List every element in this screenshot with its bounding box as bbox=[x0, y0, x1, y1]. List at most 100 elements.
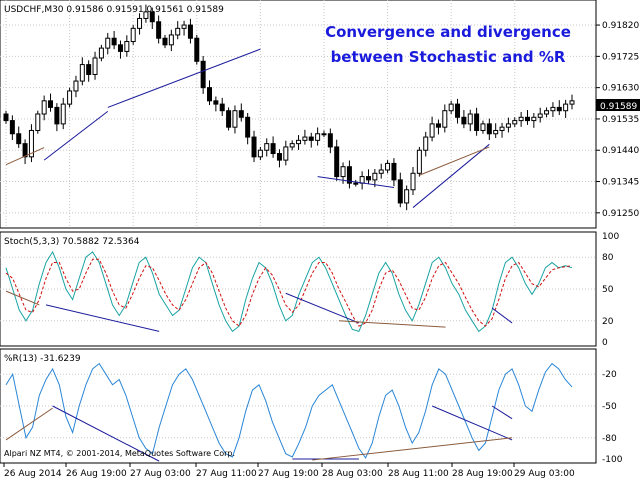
copyright-label: Alpari NZ MT4, © 2001-2014, MetaQuotes S… bbox=[4, 449, 235, 458]
wpr-axis-label: -20 bbox=[602, 370, 617, 380]
candle-body bbox=[435, 123, 441, 128]
candle-body bbox=[524, 116, 530, 122]
price-tick-label: 0.91440 bbox=[602, 146, 639, 156]
wpr-trendline-brown bbox=[312, 437, 513, 461]
price-tick-label: 0.91725 bbox=[602, 52, 639, 62]
price-tick-label: 0.91820 bbox=[602, 21, 639, 31]
candle-body bbox=[461, 116, 467, 125]
price-trendlines[interactable] bbox=[5, 48, 490, 208]
stochastic-trendlines[interactable] bbox=[5, 290, 513, 332]
stoch-trendline-blue bbox=[285, 292, 360, 324]
candle-body bbox=[194, 37, 200, 62]
candle-body bbox=[474, 113, 480, 131]
candle-body bbox=[3, 113, 9, 122]
candle-body bbox=[537, 113, 543, 118]
symbol-info-label: USDCHF,M30 0.91586 0.91591 0.91561 0.915… bbox=[4, 5, 224, 15]
candle-body bbox=[60, 103, 66, 125]
candle-body bbox=[73, 80, 79, 92]
candle-body bbox=[467, 113, 473, 125]
candle-body bbox=[251, 136, 257, 158]
price-trendline-blue bbox=[43, 110, 109, 161]
williams-r-line bbox=[5, 362, 573, 459]
candle-body bbox=[556, 106, 562, 112]
candle-body bbox=[365, 176, 371, 181]
price-trendline-blue bbox=[317, 176, 395, 188]
candle-body bbox=[340, 166, 346, 178]
stoch-signal-line bbox=[5, 258, 573, 327]
candle-body bbox=[162, 37, 168, 46]
candle-body bbox=[124, 41, 130, 52]
time-tick-label: 27 Aug 11:00 bbox=[196, 469, 257, 479]
candle-body bbox=[264, 143, 270, 151]
candle-body bbox=[175, 27, 181, 36]
candle-body bbox=[137, 17, 143, 29]
price-tick-label: 0.91535 bbox=[602, 115, 639, 125]
candle-body bbox=[35, 113, 41, 131]
candle-body bbox=[143, 11, 149, 19]
candle-body bbox=[207, 87, 213, 102]
candle-body bbox=[480, 123, 486, 131]
main-price-panel[interactable]: USDCHF,M30 0.91586 0.91591 0.91561 0.915… bbox=[0, 0, 597, 229]
candle-body bbox=[372, 172, 378, 181]
current-price-marker: 0.91589 bbox=[596, 99, 640, 112]
candle-body bbox=[423, 136, 429, 151]
candle-body bbox=[117, 44, 123, 52]
price-tick-label: 0.91250 bbox=[602, 209, 639, 219]
candle-body bbox=[48, 100, 54, 108]
candle-body bbox=[308, 136, 314, 141]
candle-body bbox=[79, 64, 85, 82]
williams-r-trendlines[interactable] bbox=[5, 405, 513, 462]
time-tick-label: 28 Aug 19:00 bbox=[452, 469, 513, 479]
wpr-trendline-blue bbox=[52, 405, 160, 462]
candle-body bbox=[327, 133, 333, 148]
time-tick-label: 29 Aug 03:00 bbox=[514, 469, 575, 479]
stoch-trendline-brown bbox=[5, 290, 40, 306]
stochastic-panel[interactable]: Stoch(5,3,3) 70.5882 72.5364 bbox=[0, 231, 597, 347]
candle-body bbox=[550, 106, 556, 112]
candle-body bbox=[385, 162, 391, 171]
candle-body bbox=[276, 153, 282, 161]
candle-body bbox=[9, 120, 15, 135]
candle-body bbox=[563, 103, 569, 112]
candle-body bbox=[168, 34, 174, 46]
annotation-line-1: Convergence and divergence bbox=[325, 23, 571, 41]
candle-body bbox=[416, 149, 422, 174]
candle-body bbox=[391, 162, 397, 181]
time-tick-label: 27 Aug 19:00 bbox=[258, 469, 319, 479]
stoch-axis-label: 100 bbox=[602, 232, 619, 242]
time-tick-label: 27 Aug 03:00 bbox=[130, 469, 191, 479]
candle-body bbox=[410, 172, 416, 191]
price-axis: 0.91820 0.91725 0.91630 0.91535 0.91440 0.913… bbox=[596, 21, 639, 219]
candle-body bbox=[505, 123, 511, 128]
stoch-main-line bbox=[5, 250, 573, 333]
price-tick-label: 0.91630 bbox=[602, 84, 639, 94]
candle-body bbox=[429, 123, 435, 138]
candle-body bbox=[238, 110, 244, 118]
candle-body bbox=[353, 182, 359, 185]
candle-body bbox=[289, 143, 295, 148]
candle-body bbox=[226, 110, 232, 128]
candle-body bbox=[378, 169, 384, 174]
candle-body bbox=[531, 116, 537, 122]
wpr-axis-label: -80 bbox=[602, 434, 617, 444]
candle-body bbox=[569, 100, 575, 105]
williams-r-panel[interactable]: %R(13) -31.6239 Alpari NZ MT4, © 2001-20… bbox=[0, 348, 597, 464]
candle-body bbox=[283, 146, 289, 161]
candle-body bbox=[219, 103, 225, 112]
candle-body bbox=[232, 110, 238, 128]
candle-body bbox=[334, 146, 340, 178]
candle-body bbox=[67, 90, 73, 105]
stoch-trendline-blue bbox=[491, 307, 513, 324]
wpr-trendline-brown bbox=[5, 407, 53, 441]
candle-body bbox=[41, 100, 47, 115]
candle-body bbox=[28, 129, 34, 158]
candle-body bbox=[149, 11, 155, 23]
candle-body bbox=[16, 133, 22, 145]
candle-body bbox=[499, 126, 505, 131]
candle-body bbox=[92, 57, 98, 75]
candle-body bbox=[518, 116, 524, 122]
candle-body bbox=[359, 176, 365, 184]
wpr-axis-label: -50 bbox=[602, 402, 617, 412]
